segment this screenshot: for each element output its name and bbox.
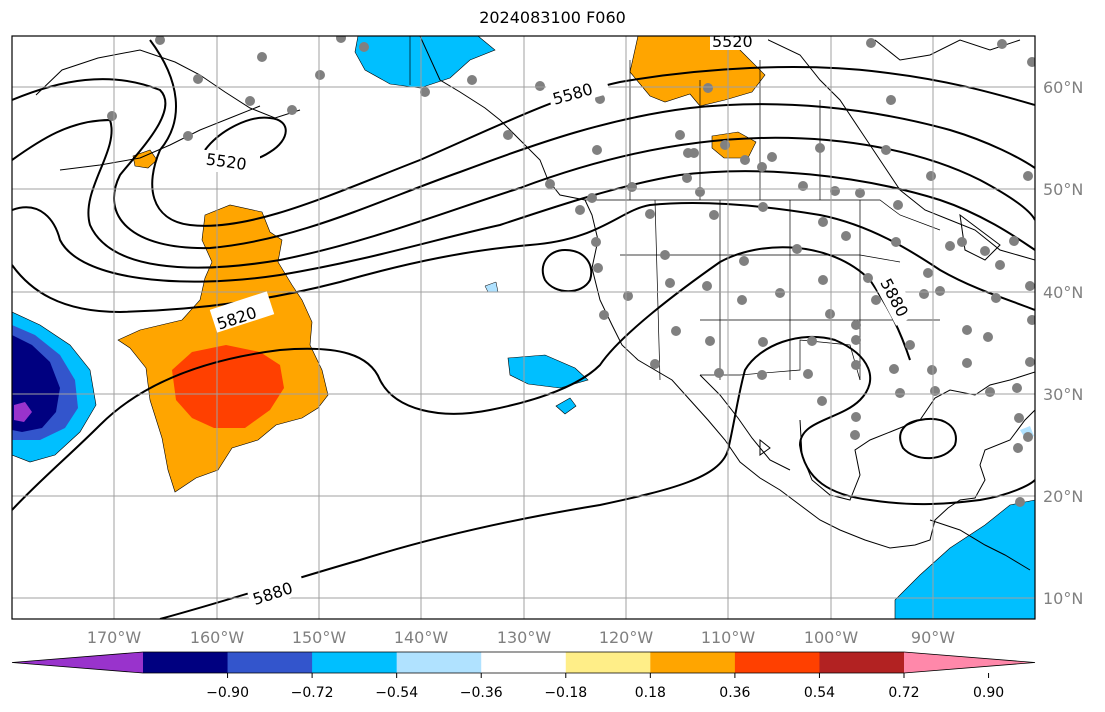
coastline-layer [35, 36, 1035, 571]
negative-anomaly-region [354, 36, 496, 89]
longitude-label: 150°W [292, 628, 347, 647]
height-contour-5580 [149, 39, 1035, 227]
map-border [11, 35, 1036, 620]
height-contour-layer [12, 39, 1035, 619]
colorbar-tick-label: −0.72 [291, 685, 334, 701]
colorbar-tick-label: 0.18 [635, 685, 666, 701]
longitude-label: 110°W [701, 628, 756, 647]
colorbar-segment [396, 652, 482, 673]
station-marker-layer [107, 36, 1035, 507]
height-contour [12, 118, 1035, 269]
longitude-label: 170°W [87, 628, 142, 647]
latitude-label: 60°N [1043, 78, 1083, 97]
longitude-labels: 170°W 160°W 150°W 140°W 130°W 120°W 110°… [87, 628, 955, 647]
latitude-label: 20°N [1043, 487, 1083, 506]
strong-anomaly-region [172, 345, 284, 428]
political-boundary-layer [409, 36, 941, 381]
colorbar-segment [312, 652, 398, 673]
height-contour [899, 417, 957, 460]
negative-anomaly-region [894, 499, 1035, 619]
map-title: 2024083100 F060 [479, 8, 626, 27]
height-contour-5880 [159, 335, 1035, 619]
contour-label: 5520 [712, 32, 753, 51]
colorbar-segment [565, 652, 651, 673]
height-contour-5820 [12, 202, 1035, 314]
colorbar-tick-label: 0.90 [973, 685, 1004, 701]
contour-label-layer: 5520 5520 5580 5820 5880 5880 [204, 32, 918, 611]
colorbar [11, 651, 1036, 674]
longitude-label: 90°W [911, 628, 955, 647]
height-contour [541, 249, 593, 293]
longitude-label: 160°W [190, 628, 245, 647]
colorbar-segment [650, 652, 736, 673]
latitude-labels: 60°N 50°N 40°N 30°N 20°N 10°N [1043, 78, 1083, 608]
colorbar-segment [481, 652, 567, 673]
colorbar-tick-label: −0.90 [206, 685, 249, 701]
colorbar-segment [143, 652, 229, 673]
anomaly-fill-layer [12, 36, 1035, 619]
height-contour [12, 246, 911, 511]
longitude-label: 120°W [599, 628, 654, 647]
height-contour [12, 78, 1035, 250]
colorbar-tick-label: 0.54 [804, 685, 835, 701]
colorbar-segment [734, 652, 820, 673]
colorbar-segment [819, 652, 905, 673]
latitude-label: 30°N [1043, 385, 1083, 404]
negative-anomaly-region [555, 397, 577, 415]
colorbar-tick-label: 0.72 [888, 685, 919, 701]
longitude-label: 140°W [394, 628, 449, 647]
colorbar-extend-low [12, 652, 143, 673]
latitude-label: 50°N [1043, 180, 1083, 199]
negative-anomaly-region [14, 402, 32, 422]
colorbar-tick-labels: −0.90 −0.72 −0.54 −0.36 −0.18 0.18 0.36 0.54 0.7… [206, 673, 1004, 701]
longitude-label: 100°W [804, 628, 859, 647]
colorbar-segment [227, 652, 313, 673]
colorbar-tick-label: −0.18 [544, 685, 587, 701]
latitude-label: 10°N [1043, 589, 1083, 608]
colorbar-tick-label: −0.36 [460, 685, 503, 701]
graticule [12, 36, 1035, 619]
colorbar-tick-label: 0.36 [719, 685, 750, 701]
colorbar-extend-high [904, 652, 1035, 673]
colorbar-tick-label: −0.54 [375, 685, 418, 701]
height-contour [12, 170, 1035, 283]
colorbar-outline [11, 651, 1036, 674]
positive-anomaly-region [132, 149, 158, 169]
longitude-label: 130°W [497, 628, 552, 647]
latitude-label: 40°N [1043, 283, 1083, 302]
